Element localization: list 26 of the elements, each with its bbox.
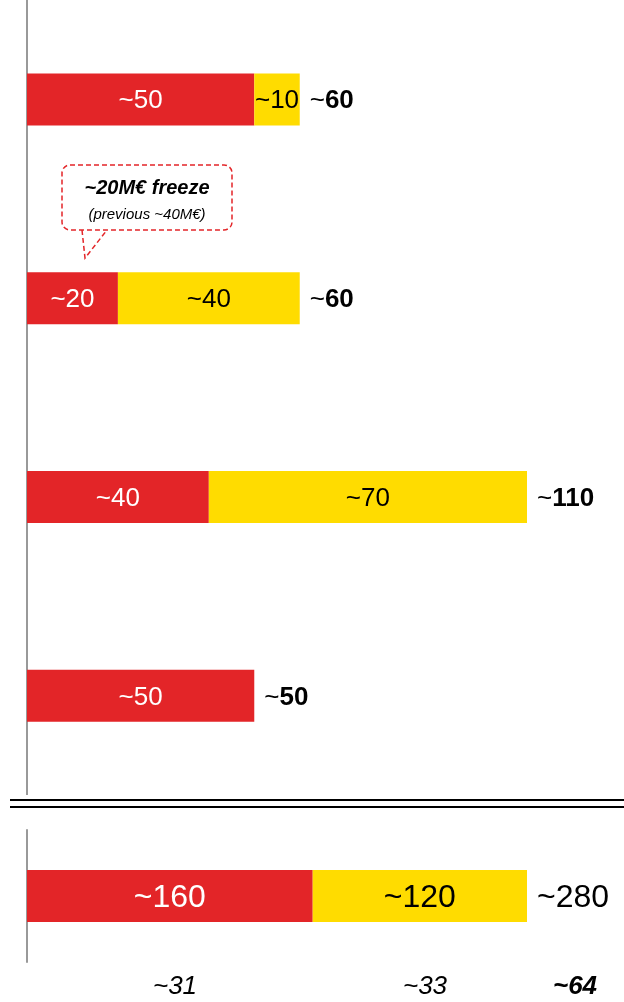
bar xyxy=(27,669,255,722)
total-label: ~110 xyxy=(537,481,595,512)
bar xyxy=(27,272,118,325)
bar xyxy=(254,73,300,126)
text: ~31 xyxy=(152,970,198,1000)
bar xyxy=(27,470,209,523)
data-label: ~50 xyxy=(118,680,163,711)
total-label: ~50 xyxy=(264,680,309,711)
data-label: ~50 xyxy=(118,84,163,115)
text: ~33 xyxy=(402,970,448,1000)
text: ~64 xyxy=(552,970,598,1000)
total-label: ~280 xyxy=(537,878,610,914)
total-label: ~60 xyxy=(309,283,354,314)
bar xyxy=(208,470,527,523)
bar xyxy=(117,272,300,325)
data-label: ~40 xyxy=(186,283,231,314)
data-label: ~160 xyxy=(133,878,206,914)
bar xyxy=(27,73,255,126)
data-label: ~40 xyxy=(95,481,140,512)
data-label: ~20 xyxy=(50,283,95,314)
annotation: (previous ~40M€) xyxy=(88,204,206,222)
data-label: ~70 xyxy=(345,481,390,512)
annotation: ~20M€ freeze xyxy=(84,176,210,198)
data-label: ~10 xyxy=(254,84,300,115)
total-label: ~60 xyxy=(309,84,354,115)
data-label: ~120 xyxy=(383,878,456,914)
